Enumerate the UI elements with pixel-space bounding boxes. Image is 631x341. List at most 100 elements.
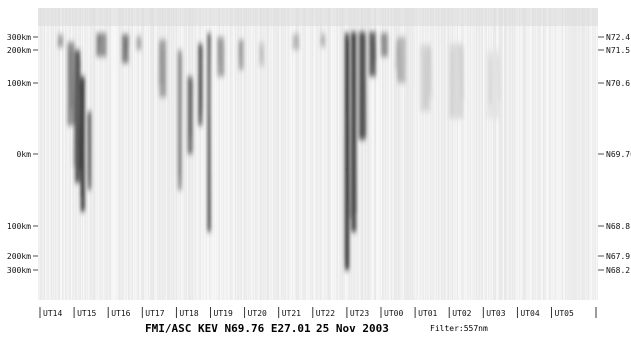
- noise-column: [314, 8, 315, 300]
- noise-column: [466, 8, 467, 300]
- noise-column: [338, 8, 339, 300]
- noise-column: [369, 8, 370, 300]
- noise-column: [144, 8, 145, 300]
- noise-column: [478, 8, 479, 300]
- noise-column: [118, 8, 119, 300]
- left-axis: 300km 200km 100km 0km 100km 200km 300km: [7, 33, 38, 275]
- noise-column: [510, 8, 511, 300]
- noise-column: [541, 8, 542, 300]
- noise-column: [451, 8, 452, 300]
- noise-column: [350, 8, 351, 300]
- noise-column: [64, 8, 65, 300]
- noise-column: [281, 8, 282, 300]
- noise-column: [566, 8, 567, 300]
- noise-column: [233, 8, 234, 300]
- aurora-streak: [429, 48, 432, 97]
- noise-column: [262, 8, 263, 300]
- noise-column: [482, 8, 483, 300]
- x-tick-label: UT18: [179, 309, 198, 318]
- noise-column: [157, 8, 158, 300]
- noise-column: [52, 8, 53, 300]
- noise-column: [146, 8, 147, 300]
- aurora-streak: [320, 37, 323, 44]
- noise-column: [397, 8, 398, 300]
- noise-column: [563, 8, 564, 300]
- aurora-bands: [57, 28, 501, 270]
- noise-column: [251, 8, 252, 300]
- noise-column: [395, 8, 396, 300]
- noise-column: [438, 8, 439, 300]
- date-label: 25 Nov 2003: [316, 322, 389, 335]
- noise-column: [461, 8, 462, 300]
- aurora-band: [96, 33, 107, 57]
- noise-column: [222, 8, 223, 300]
- noise-column: [129, 8, 130, 300]
- noise-column: [580, 8, 581, 300]
- noise-column: [266, 8, 267, 300]
- noise-column: [591, 8, 592, 300]
- noise-column: [440, 8, 441, 300]
- noise-column: [558, 8, 559, 300]
- noise-column: [526, 8, 527, 300]
- aurora-streak: [208, 33, 210, 223]
- noise-column: [298, 8, 299, 300]
- noise-column: [496, 8, 497, 300]
- aurora-band: [177, 50, 182, 190]
- aurora-streak: [126, 35, 129, 47]
- noise-column: [597, 8, 598, 300]
- noise-column: [318, 8, 319, 300]
- noise-column: [588, 8, 589, 300]
- noise-column: [533, 8, 534, 300]
- noise-column: [441, 8, 442, 300]
- noise-column: [272, 8, 273, 300]
- noise-column: [487, 8, 488, 300]
- noise-column: [43, 8, 44, 300]
- noise-column: [102, 8, 103, 300]
- noise-column: [243, 8, 244, 300]
- noise-column: [508, 8, 509, 300]
- noise-column: [501, 8, 502, 300]
- noise-column: [171, 8, 172, 300]
- noise-column: [426, 8, 427, 300]
- left-tick-label: 200km: [7, 252, 31, 261]
- noise-column: [254, 8, 255, 300]
- aurora-band: [57, 34, 64, 48]
- noise-column: [568, 8, 569, 300]
- noise-column: [155, 8, 156, 300]
- noise-column: [551, 8, 552, 300]
- noise-column: [176, 8, 177, 300]
- noise-column: [177, 8, 178, 300]
- noise-column: [51, 8, 52, 300]
- noise-column: [417, 8, 418, 300]
- noise-column: [329, 8, 330, 300]
- noise-column: [225, 8, 226, 300]
- noise-column: [69, 8, 70, 300]
- noise-column: [58, 8, 59, 300]
- noise-column: [433, 8, 434, 300]
- right-tick-label: N72.4: [606, 33, 630, 42]
- aurora-streak: [382, 42, 385, 44]
- noise-column: [472, 8, 473, 300]
- noise-column: [463, 8, 464, 300]
- aurora-streak: [177, 52, 180, 178]
- noise-column: [226, 8, 227, 300]
- x-tick-label: UT02: [452, 309, 471, 318]
- aurora-streak: [296, 41, 299, 49]
- noise-column: [159, 8, 160, 300]
- noise-column: [444, 8, 445, 300]
- noise-column: [543, 8, 544, 300]
- x-tick-label: UT16: [111, 309, 130, 318]
- noise-column: [362, 8, 363, 300]
- noise-column: [379, 8, 380, 300]
- aurora-band: [259, 42, 265, 67]
- noise-column: [200, 8, 201, 300]
- noise-column: [97, 8, 98, 300]
- noise-column: [172, 8, 173, 300]
- noise-column: [304, 8, 305, 300]
- noise-column: [147, 8, 148, 300]
- noise-column: [316, 8, 317, 300]
- noise-column: [576, 8, 577, 300]
- noise-column: [173, 8, 174, 300]
- aurora-streak: [189, 78, 191, 138]
- noise-column: [193, 8, 194, 300]
